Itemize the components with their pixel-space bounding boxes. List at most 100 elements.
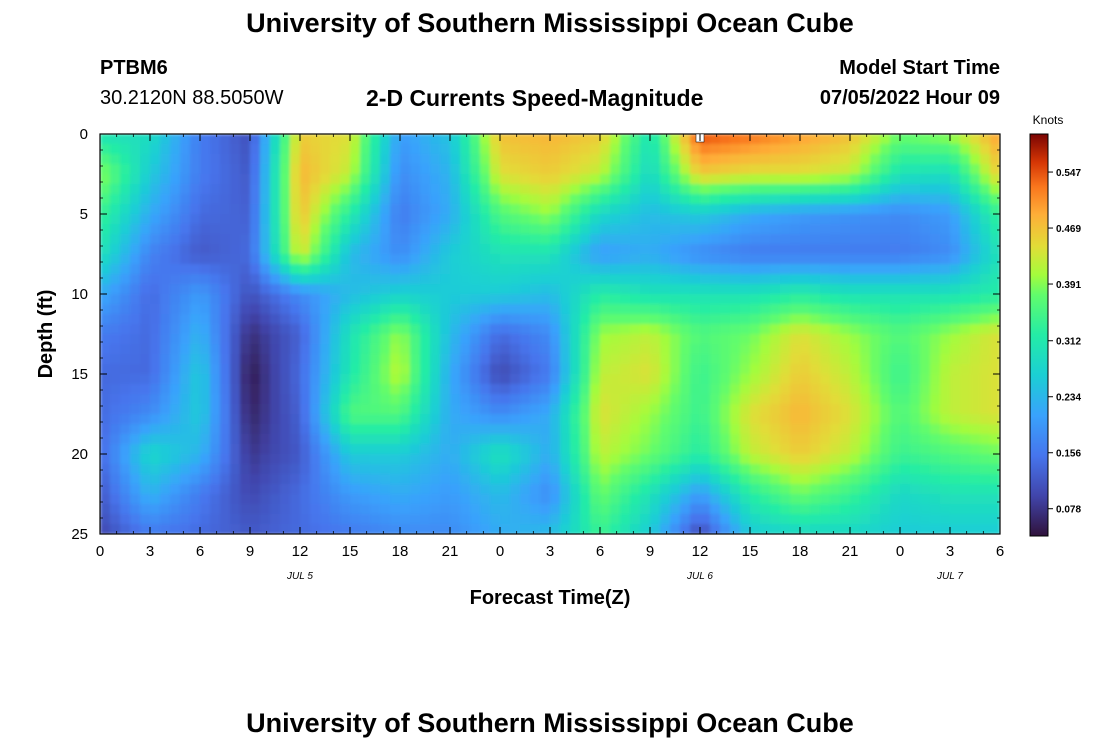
heatmap-cell	[550, 524, 561, 534]
heatmap-cell	[240, 294, 251, 305]
heatmap-cell	[610, 384, 621, 395]
heatmap-cell	[690, 224, 701, 235]
heatmap-cell	[820, 144, 831, 155]
heatmap-cell	[750, 404, 761, 415]
heatmap-cell	[780, 164, 791, 175]
heatmap-cell	[100, 344, 111, 355]
heatmap-cell	[470, 494, 481, 505]
heatmap-cell	[460, 524, 471, 534]
heatmap-cell	[900, 404, 911, 415]
heatmap-cell	[520, 204, 531, 215]
heatmap-cell	[820, 484, 831, 495]
heatmap-cell	[250, 284, 261, 295]
heatmap-cell	[330, 524, 341, 534]
heatmap-cell	[670, 254, 681, 265]
heatmap-cell	[410, 434, 421, 445]
heatmap-cell	[550, 424, 561, 435]
heatmap-cell	[180, 524, 191, 534]
heatmap-cell	[460, 344, 471, 355]
heatmap-cell	[340, 514, 351, 525]
heatmap-cell	[130, 294, 141, 305]
heatmap-cell	[410, 344, 421, 355]
heatmap-cell	[120, 154, 131, 165]
heatmap-cell	[660, 364, 671, 375]
heatmap-cell	[750, 144, 761, 155]
heatmap-cell	[310, 184, 321, 195]
heatmap-cell	[430, 274, 441, 285]
heatmap-cell	[410, 244, 421, 255]
heatmap-cell	[580, 294, 591, 305]
heatmap-cell	[700, 274, 711, 285]
heatmap-cell	[210, 434, 221, 445]
heatmap-cell	[190, 494, 201, 505]
heatmap-cell	[400, 504, 411, 515]
colorbar-tick-label: 0.234	[1056, 393, 1081, 404]
heatmap-cell	[740, 284, 751, 295]
heatmap-cell	[790, 154, 801, 165]
heatmap-cell	[520, 224, 531, 235]
heatmap-cell	[440, 144, 451, 155]
heatmap-cell	[580, 284, 591, 295]
heatmap-cell	[770, 444, 781, 455]
heatmap-cell	[930, 474, 941, 485]
heatmap-cell	[450, 214, 461, 225]
heatmap-cell	[870, 154, 881, 165]
heatmap-cell	[280, 294, 291, 305]
heatmap-cell	[590, 294, 601, 305]
heatmap-cell	[550, 404, 561, 415]
heatmap-cell	[440, 234, 451, 245]
heatmap-cell	[610, 154, 621, 165]
heatmap-cell	[270, 264, 281, 275]
heatmap-cell	[720, 184, 731, 195]
heatmap-cell	[690, 444, 701, 455]
heatmap-cell	[380, 384, 391, 395]
heatmap-cell	[380, 524, 391, 534]
heatmap-cell	[920, 234, 931, 245]
heatmap-cell	[630, 164, 641, 175]
heatmap-cell	[800, 344, 811, 355]
heatmap-cell	[950, 474, 961, 485]
heatmap-cell	[750, 304, 761, 315]
heatmap-cell	[370, 354, 381, 365]
heatmap-cell	[530, 324, 541, 335]
heatmap-cell	[270, 254, 281, 265]
heatmap-cell	[120, 434, 131, 445]
heatmap-cell	[290, 394, 301, 405]
heatmap-cell	[520, 404, 531, 415]
heatmap-cell	[460, 404, 471, 415]
heatmap-cell	[440, 504, 451, 515]
heatmap-cell	[350, 184, 361, 195]
heatmap-cell	[960, 404, 971, 415]
heatmap-cell	[340, 174, 351, 185]
heatmap-cell	[590, 434, 601, 445]
date-label: JUL 7	[936, 571, 963, 582]
heatmap-cell	[630, 284, 641, 295]
heatmap-cell	[180, 144, 191, 155]
heatmap-cell	[600, 394, 611, 405]
heatmap-cell	[490, 494, 501, 505]
heatmap-cell	[160, 274, 171, 285]
heatmap-cell	[370, 274, 381, 285]
heatmap-cell	[660, 444, 671, 455]
heatmap-cell	[700, 334, 711, 345]
heatmap-cell	[220, 444, 231, 455]
heatmap-cell	[140, 364, 151, 375]
heatmap-cell	[940, 464, 951, 475]
heatmap-cell	[370, 414, 381, 425]
heatmap-cell	[440, 444, 451, 455]
heatmap-cell	[380, 164, 391, 175]
heatmap-cell	[600, 514, 611, 525]
heatmap-cell	[380, 224, 391, 235]
heatmap-cell	[440, 354, 451, 365]
heatmap-cell	[500, 484, 511, 495]
heatmap-cell	[910, 194, 921, 205]
heatmap-cell	[320, 524, 331, 534]
heatmap-cell	[250, 364, 261, 375]
heatmap-cell	[910, 444, 921, 455]
heatmap-cell	[330, 284, 341, 295]
heatmap-cell	[980, 494, 991, 505]
heatmap-cell	[910, 134, 921, 145]
heatmap-cell	[840, 394, 851, 405]
heatmap-cell	[170, 404, 181, 415]
heatmap-cell	[690, 184, 701, 195]
